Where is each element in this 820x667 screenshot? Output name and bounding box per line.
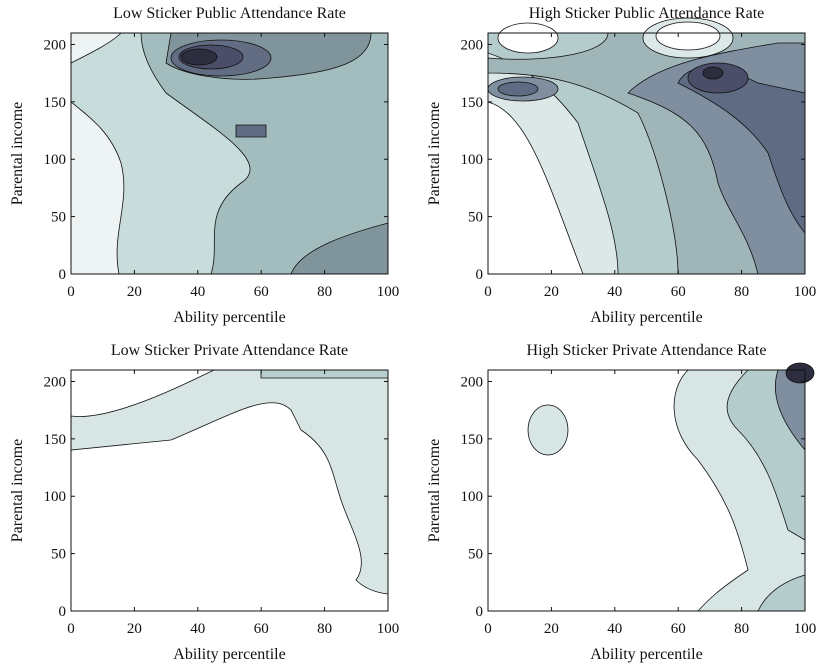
- x-tick-label: 40: [190, 621, 205, 637]
- x-tick-label: 60: [671, 284, 686, 300]
- y-tick-label: 0: [476, 267, 484, 283]
- y-tick-label: 200: [44, 374, 67, 390]
- plot-frame: [70, 369, 389, 612]
- y-tick-label: 100: [461, 489, 484, 505]
- x-tick-label: 20: [127, 284, 142, 300]
- x-tick-label: 20: [544, 284, 559, 300]
- y-tick-label: 50: [51, 210, 66, 226]
- x-tick-label: 80: [734, 621, 749, 637]
- contour-fill: [70, 369, 389, 595]
- x-axis-label: Ability percentile: [173, 309, 285, 326]
- x-tick-label: 100: [794, 621, 817, 637]
- x-tick-label: 0: [484, 284, 492, 300]
- chart-title: High Sticker Public Attendance Rate: [529, 5, 765, 22]
- y-tick-label: 150: [461, 95, 484, 111]
- y-tick-label: 200: [461, 374, 484, 390]
- x-tick-label: 20: [127, 621, 142, 637]
- chart-title: High Sticker Private Attendance Rate: [527, 342, 767, 359]
- x-tick-label: 60: [671, 621, 686, 637]
- x-tick-label: 20: [544, 621, 559, 637]
- y-axis-label: Parental income: [426, 102, 443, 206]
- plot-frame: [487, 369, 806, 612]
- y-tick-label: 50: [468, 547, 483, 563]
- chart-title: Low Sticker Public Attendance Rate: [113, 5, 346, 22]
- x-tick-label: 80: [317, 284, 332, 300]
- x-tick-label: 0: [67, 284, 75, 300]
- x-tick-label: 60: [254, 621, 269, 637]
- y-tick-label: 0: [476, 604, 484, 620]
- y-axis-label: Parental income: [9, 102, 26, 206]
- y-tick-label: 100: [461, 152, 484, 168]
- x-axis-label: Ability percentile: [590, 646, 702, 663]
- y-tick-label: 0: [59, 604, 67, 620]
- x-tick-label: 40: [607, 284, 622, 300]
- x-tick-label: 60: [254, 284, 269, 300]
- x-tick-label: 40: [607, 621, 622, 637]
- contour-fill: [70, 32, 389, 275]
- y-tick-label: 150: [461, 432, 484, 448]
- contour-fill: [527, 362, 815, 612]
- plot-frame: [487, 32, 806, 275]
- x-tick-label: 0: [484, 621, 492, 637]
- x-tick-label: 80: [734, 284, 749, 300]
- y-tick-label: 200: [44, 37, 67, 53]
- y-tick-label: 0: [59, 267, 67, 283]
- x-axis-label: Ability percentile: [590, 309, 702, 326]
- y-axis-label: Parental income: [426, 439, 443, 543]
- x-tick-label: 0: [67, 621, 75, 637]
- y-axis-label: Parental income: [9, 439, 26, 543]
- chart-title: Low Sticker Private Attendance Rate: [111, 342, 348, 359]
- contour-fill: [487, 17, 806, 275]
- y-tick-label: 100: [44, 152, 67, 168]
- y-tick-label: 50: [468, 210, 483, 226]
- y-tick-label: 50: [51, 547, 66, 563]
- x-axis-label: Ability percentile: [173, 646, 285, 663]
- y-tick-label: 100: [44, 489, 67, 505]
- x-tick-label: 100: [794, 284, 817, 300]
- plot-frame: [70, 32, 389, 275]
- y-tick-label: 200: [461, 37, 484, 53]
- x-tick-label: 100: [377, 284, 400, 300]
- x-tick-label: 100: [377, 621, 400, 637]
- y-tick-label: 150: [44, 95, 67, 111]
- y-tick-label: 150: [44, 432, 67, 448]
- x-tick-label: 80: [317, 621, 332, 637]
- x-tick-label: 40: [190, 284, 205, 300]
